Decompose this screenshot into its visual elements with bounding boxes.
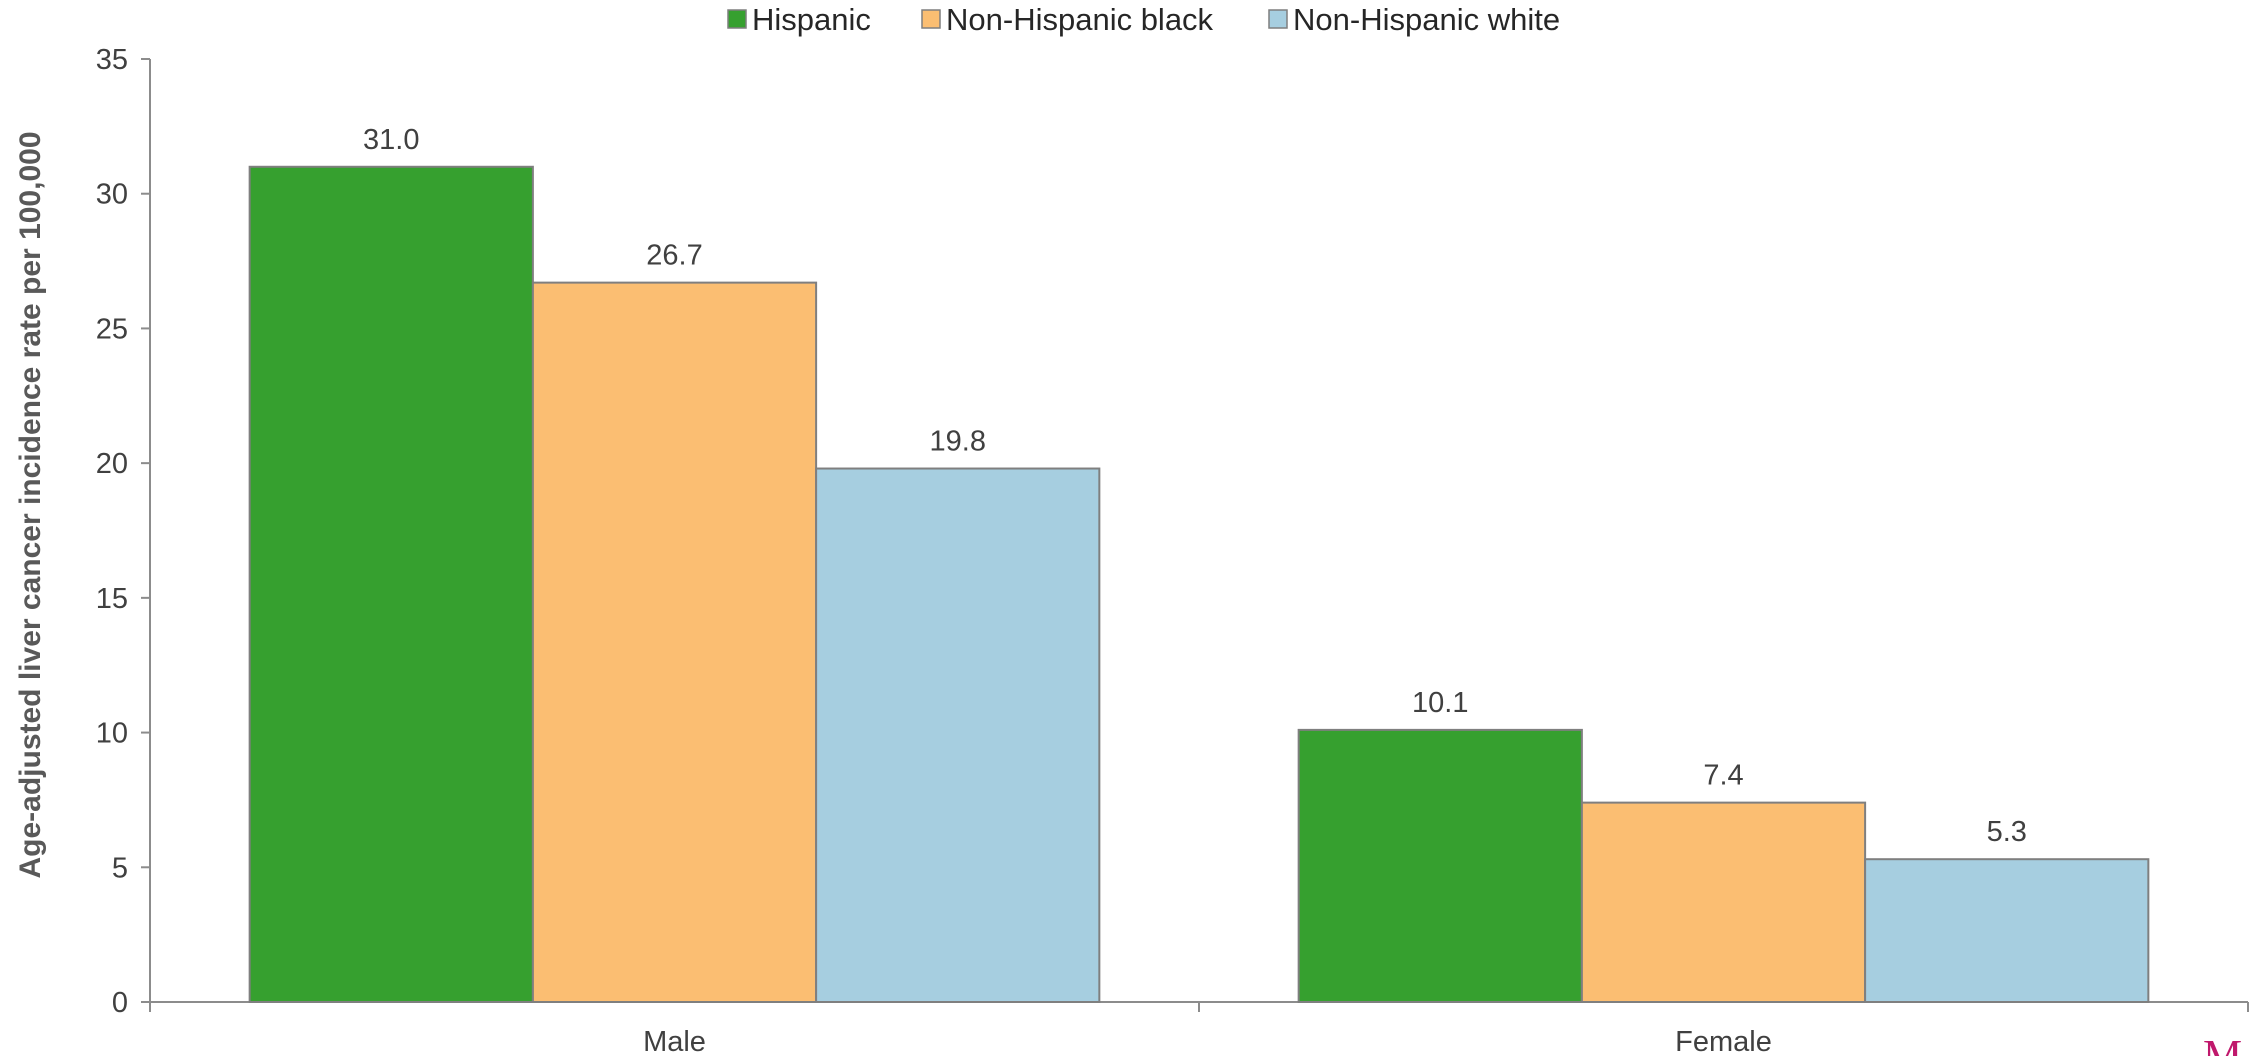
bar xyxy=(1864,858,2150,1004)
y-tick-label: 0 xyxy=(112,987,128,1019)
bars xyxy=(248,165,2150,1004)
corner-logo-mark: M xyxy=(2203,1031,2242,1056)
y-tick-label: 10 xyxy=(96,718,128,750)
y-tick-label: 20 xyxy=(96,448,128,480)
y-axis: 0 5 10 15 20 25 30 35 xyxy=(96,44,151,1019)
legend-swatch xyxy=(727,9,747,29)
legend: Hispanic Non-Hispanic black Non-Hispanic w… xyxy=(727,2,1560,37)
y-tick-label: 15 xyxy=(96,583,128,615)
legend-swatch xyxy=(921,9,941,29)
bar-value-label: 19.8 xyxy=(930,426,986,458)
bar xyxy=(531,281,818,1003)
legend-label: Non-Hispanic black xyxy=(946,2,1214,37)
legend-label: Hispanic xyxy=(752,2,871,37)
bar-value-label: 7.4 xyxy=(1703,760,1743,792)
y-tick-label: 30 xyxy=(96,179,128,211)
x-category-label: Male xyxy=(643,1026,706,1056)
bar-value-label: 10.1 xyxy=(1412,687,1468,719)
bar xyxy=(1297,728,1583,1003)
y-axis-label: Age-adjusted liver cancer incidence rate… xyxy=(14,131,47,878)
y-tick-label: 25 xyxy=(96,313,128,345)
bar-value-label: 26.7 xyxy=(646,240,702,272)
legend-label: Non-Hispanic white xyxy=(1293,2,1560,37)
bar xyxy=(248,165,534,1003)
x-axis: Male Female xyxy=(149,1001,2249,1058)
bar-value-label: 31.0 xyxy=(363,124,419,156)
bar xyxy=(815,467,1101,1003)
y-tick-label: 35 xyxy=(96,44,128,76)
bar xyxy=(1580,801,1867,1003)
data-labels: 31.0 26.7 19.8 10.1 7.4 5.3 xyxy=(363,124,2027,848)
x-category-label: Female xyxy=(1675,1026,1772,1056)
bar-value-label: 5.3 xyxy=(1987,816,2027,848)
legend-swatch xyxy=(1268,9,1288,29)
y-tick-label: 5 xyxy=(112,852,128,884)
